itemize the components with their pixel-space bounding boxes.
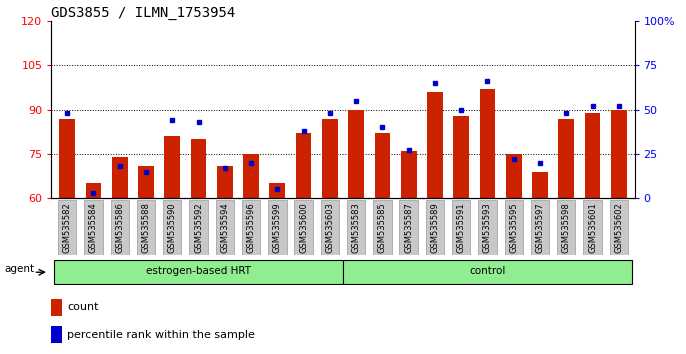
Text: GSM535594: GSM535594 bbox=[220, 202, 229, 253]
Bar bbox=[86, 183, 102, 198]
Text: count: count bbox=[67, 302, 99, 312]
Bar bbox=[348, 110, 364, 198]
Bar bbox=[611, 110, 627, 198]
FancyBboxPatch shape bbox=[478, 200, 497, 255]
FancyBboxPatch shape bbox=[610, 200, 628, 255]
Text: GSM535595: GSM535595 bbox=[509, 202, 518, 253]
Text: GSM535599: GSM535599 bbox=[273, 202, 282, 253]
Bar bbox=[558, 119, 574, 198]
FancyBboxPatch shape bbox=[557, 200, 576, 255]
FancyBboxPatch shape bbox=[137, 200, 155, 255]
Bar bbox=[453, 116, 469, 198]
Text: GSM535583: GSM535583 bbox=[352, 202, 361, 253]
FancyBboxPatch shape bbox=[373, 200, 392, 255]
FancyBboxPatch shape bbox=[583, 200, 602, 255]
FancyBboxPatch shape bbox=[242, 200, 260, 255]
Text: GSM535585: GSM535585 bbox=[378, 202, 387, 253]
Bar bbox=[375, 133, 390, 198]
FancyBboxPatch shape bbox=[399, 200, 418, 255]
Text: GSM535603: GSM535603 bbox=[325, 202, 334, 253]
Bar bbox=[270, 183, 285, 198]
FancyBboxPatch shape bbox=[189, 200, 208, 255]
FancyBboxPatch shape bbox=[347, 200, 366, 255]
FancyBboxPatch shape bbox=[294, 200, 313, 255]
FancyBboxPatch shape bbox=[84, 200, 103, 255]
Text: GSM535586: GSM535586 bbox=[115, 202, 124, 253]
FancyBboxPatch shape bbox=[426, 200, 444, 255]
FancyBboxPatch shape bbox=[163, 200, 182, 255]
FancyBboxPatch shape bbox=[504, 200, 523, 255]
Text: GSM535588: GSM535588 bbox=[141, 202, 150, 253]
Text: GSM535598: GSM535598 bbox=[562, 202, 571, 253]
Text: GSM535602: GSM535602 bbox=[614, 202, 624, 253]
Text: GSM535584: GSM535584 bbox=[89, 202, 98, 253]
Text: GSM535597: GSM535597 bbox=[536, 202, 545, 253]
Text: estrogen-based HRT: estrogen-based HRT bbox=[146, 266, 251, 276]
Text: GSM535591: GSM535591 bbox=[457, 202, 466, 253]
Text: GSM535589: GSM535589 bbox=[430, 202, 440, 253]
Text: GSM535582: GSM535582 bbox=[62, 202, 72, 253]
Bar bbox=[296, 133, 311, 198]
Bar bbox=[165, 136, 180, 198]
FancyBboxPatch shape bbox=[531, 200, 549, 255]
Bar bbox=[138, 166, 154, 198]
Text: GSM535590: GSM535590 bbox=[168, 202, 177, 253]
FancyBboxPatch shape bbox=[320, 200, 339, 255]
Text: GSM535592: GSM535592 bbox=[194, 202, 203, 253]
FancyBboxPatch shape bbox=[58, 200, 76, 255]
FancyBboxPatch shape bbox=[110, 200, 129, 255]
Text: GSM535601: GSM535601 bbox=[588, 202, 597, 253]
Bar bbox=[112, 157, 128, 198]
Text: control: control bbox=[469, 266, 506, 276]
Text: GDS3855 / ILMN_1753954: GDS3855 / ILMN_1753954 bbox=[51, 6, 236, 20]
FancyBboxPatch shape bbox=[268, 200, 287, 255]
Text: GSM535593: GSM535593 bbox=[483, 202, 492, 253]
Bar bbox=[191, 139, 206, 198]
Bar bbox=[244, 154, 259, 198]
Text: GSM535600: GSM535600 bbox=[299, 202, 308, 253]
Text: agent: agent bbox=[4, 264, 34, 274]
FancyBboxPatch shape bbox=[452, 200, 471, 255]
Bar bbox=[217, 166, 233, 198]
Bar bbox=[506, 154, 521, 198]
Bar bbox=[401, 151, 416, 198]
Bar bbox=[532, 172, 548, 198]
Bar bbox=[322, 119, 338, 198]
Text: GSM535596: GSM535596 bbox=[246, 202, 256, 253]
Bar bbox=[584, 113, 600, 198]
FancyBboxPatch shape bbox=[54, 260, 343, 284]
FancyBboxPatch shape bbox=[343, 260, 632, 284]
Bar bbox=[59, 119, 75, 198]
Bar bbox=[427, 92, 442, 198]
FancyBboxPatch shape bbox=[215, 200, 234, 255]
Bar bbox=[480, 89, 495, 198]
Text: GSM535587: GSM535587 bbox=[404, 202, 413, 253]
Bar bbox=[51, 299, 62, 315]
Text: percentile rank within the sample: percentile rank within the sample bbox=[67, 330, 255, 340]
Bar bbox=[51, 326, 62, 343]
